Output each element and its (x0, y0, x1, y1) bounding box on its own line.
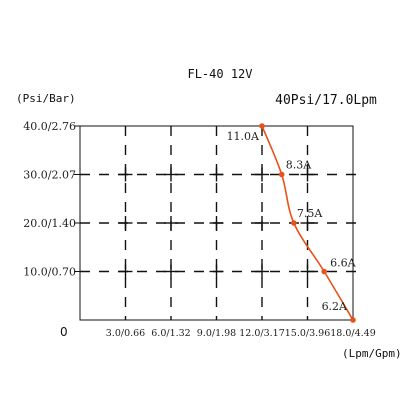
y-tick-label: 30.0/2.07 (23, 169, 76, 182)
y-tick-label: 10.0/0.70 (23, 266, 76, 279)
point-current-label: 6.2A (322, 300, 348, 313)
chart-subtitle: 40Psi/17.0Lpm (275, 93, 377, 108)
point-current-label: 11.0A (227, 130, 260, 143)
x-tick-label: 9.0/1.98 (197, 328, 236, 339)
x-tick-label: 3.0/0.66 (106, 328, 145, 339)
data-point (278, 171, 285, 178)
point-current-label: 7.5A (297, 207, 323, 220)
x-tick-label: 18.0/4.49 (330, 328, 376, 339)
x-axis-label: (Lpm/Gpm) (342, 347, 402, 360)
origin-label: 0 (60, 325, 68, 339)
x-tick-label: 12.0/3.17 (239, 328, 285, 339)
x-tick-label: 6.0/1.32 (151, 328, 190, 339)
data-point (321, 268, 327, 275)
point-current-label: 8.3A (286, 159, 312, 172)
data-point (259, 123, 265, 129)
x-tick-label: 15.0/3.96 (285, 328, 331, 339)
point-current-label: 6.6A (330, 257, 356, 270)
y-tick-label: 20.0/1.40 (23, 217, 76, 230)
y-tick-label: 40.0/2.76 (23, 120, 76, 133)
y-axis-label: (Psi/Bar) (16, 92, 76, 105)
data-point (350, 317, 356, 323)
chart-title: FL-40 12V (187, 67, 252, 81)
data-point (291, 220, 297, 226)
